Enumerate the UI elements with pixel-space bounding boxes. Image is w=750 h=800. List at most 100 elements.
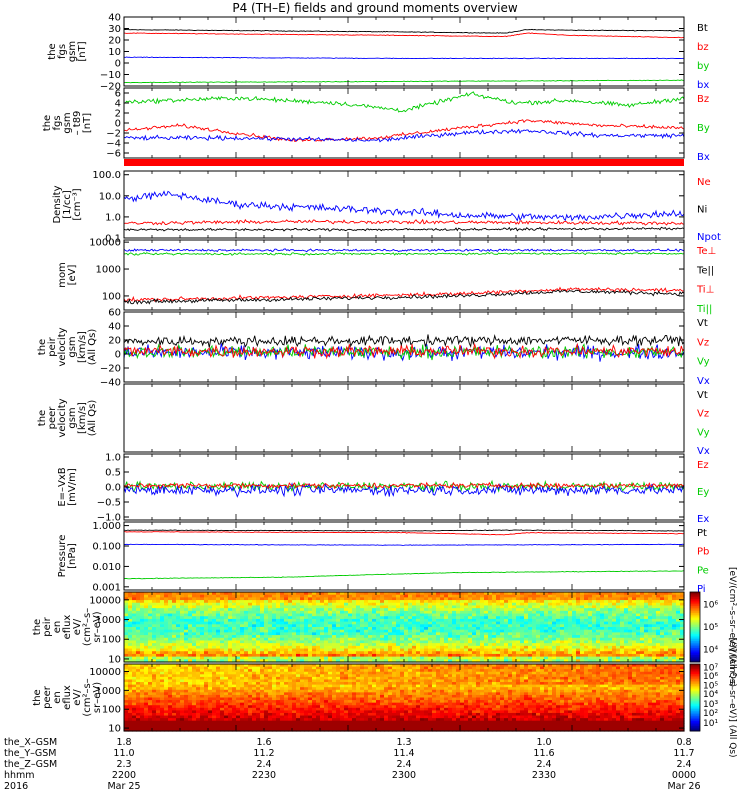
- spectrogram-cell: [416, 594, 421, 598]
- spectrogram-cell: [444, 645, 449, 650]
- spectrogram-cell: [456, 610, 461, 615]
- spectrogram-cell: [136, 608, 141, 612]
- spectrogram-cell: [496, 643, 501, 647]
- spectrogram-cell: [344, 610, 349, 615]
- spectrogram-cell: [196, 720, 201, 724]
- spectrogram-cell: [156, 702, 161, 706]
- spectrogram-cell: [504, 648, 509, 652]
- spectrogram-cell: [384, 610, 389, 615]
- spectrogram-cell: [188, 664, 193, 668]
- spectrogram-cell: [456, 602, 461, 607]
- spectrogram-cell: [648, 629, 653, 633]
- spectrogram-cell: [428, 635, 433, 639]
- spectrogram-cell: [576, 610, 581, 615]
- spectrogram-cell: [560, 643, 565, 647]
- spectrogram-cell: [612, 627, 617, 631]
- spectrogram-cell: [664, 651, 669, 655]
- spectrogram-cell: [636, 659, 641, 663]
- spectrogram-cell: [160, 594, 165, 598]
- spectrogram-cell: [588, 602, 593, 607]
- y-tick-label: 10: [108, 654, 121, 665]
- y-axis-label: velocity: [57, 327, 68, 366]
- spectrogram-cell: [456, 635, 461, 639]
- spectrogram-cell: [420, 627, 425, 631]
- spectrogram-cell: [356, 592, 361, 596]
- spectrogram-cell: [172, 597, 177, 601]
- spectrogram-cell: [372, 637, 377, 642]
- spectrogram-cell: [188, 684, 193, 688]
- spectrogram-cell: [176, 669, 181, 673]
- spectrogram-cell: [668, 653, 673, 658]
- spectrogram-cell: [296, 645, 301, 650]
- spectrogram-cell: [320, 640, 325, 644]
- spectrogram-cell: [228, 594, 233, 598]
- spectrogram-cell: [680, 643, 685, 647]
- spectrogram-cell: [148, 600, 153, 604]
- spectrogram-cell: [384, 624, 389, 628]
- spectrogram-cell: [212, 629, 217, 633]
- spectrogram-cell: [432, 637, 437, 642]
- spectrogram-cell: [356, 645, 361, 650]
- spectrogram-cell: [132, 656, 137, 660]
- spectrogram-cell: [244, 621, 249, 625]
- spectrogram-cell: [444, 656, 449, 660]
- spectrogram-cell: [124, 694, 129, 699]
- colorbar-swatch: [690, 595, 700, 598]
- spectrogram-cell: [444, 627, 449, 631]
- spectrogram-cell: [220, 602, 225, 607]
- spectrogram-cell: [192, 621, 197, 625]
- spectrogram-cell: [600, 643, 605, 647]
- spectrogram-cell: [540, 602, 545, 607]
- spectrogram-cell: [348, 648, 353, 652]
- spectrogram-cell: [536, 592, 541, 596]
- spectrogram-cell: [204, 610, 209, 615]
- spectrogram-cell: [416, 651, 421, 655]
- spectrogram-cell: [476, 640, 481, 644]
- spectrogram-cell: [408, 632, 413, 636]
- spectrogram-cell: [244, 635, 249, 639]
- spectrogram-cell: [664, 616, 669, 620]
- spectrogram-cell: [368, 651, 373, 655]
- spectrogram-cell: [312, 602, 317, 607]
- spectrogram-cell: [656, 618, 661, 623]
- spectrogram-cell: [500, 594, 505, 598]
- spectrogram-cell: [320, 613, 325, 617]
- spectrogram-cell: [672, 629, 677, 633]
- spectrogram-cell: [188, 707, 193, 711]
- spectrogram-cell: [160, 637, 165, 642]
- spectrogram-cell: [216, 640, 221, 644]
- spectrogram-cell: [172, 674, 177, 678]
- spectrogram-cell: [624, 653, 629, 658]
- spectrogram-cell: [296, 643, 301, 647]
- spectrogram-cell: [212, 624, 217, 628]
- spectrogram-cell: [184, 600, 189, 604]
- spectrogram-cell: [580, 600, 585, 604]
- spectrogram-cell: [232, 648, 237, 652]
- spectrogram-cell: [464, 618, 469, 623]
- spectrogram-cell: [176, 666, 181, 670]
- spectrogram-cell: [572, 594, 577, 598]
- spectrogram-cell: [676, 651, 681, 655]
- spectrogram-cell: [480, 635, 485, 639]
- spectrogram-cell: [144, 707, 149, 711]
- spectrogram-cell: [552, 608, 557, 612]
- spectrogram-cell: [268, 653, 273, 658]
- spectrogram-cell: [532, 659, 537, 663]
- spectrogram-cell: [312, 653, 317, 658]
- spectrogram-cell: [548, 608, 553, 612]
- spectrogram-cell: [340, 635, 345, 639]
- spectrogram-cell: [200, 689, 205, 693]
- spectrogram-cell: [332, 643, 337, 647]
- spectrogram-cell: [264, 618, 269, 623]
- spectrogram-cell: [460, 597, 465, 601]
- spectrogram-cell: [424, 643, 429, 647]
- spectrogram-cell: [132, 653, 137, 658]
- spectrogram-cell: [212, 710, 217, 714]
- spectrogram-cell: [620, 618, 625, 623]
- spectrogram-cell: [424, 635, 429, 639]
- spectrogram-cell: [172, 697, 177, 701]
- spectrogram-cell: [644, 618, 649, 623]
- spectrogram-cell: [464, 632, 469, 636]
- spectrogram-cell: [476, 600, 481, 604]
- spectrogram-cell: [160, 600, 165, 604]
